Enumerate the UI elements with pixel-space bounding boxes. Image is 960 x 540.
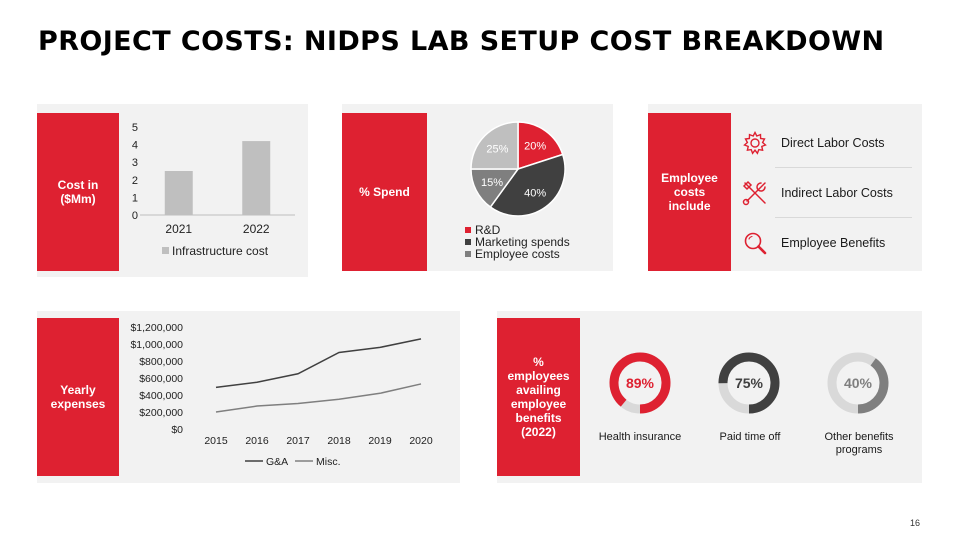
- y-tick-label: $400,000: [139, 390, 183, 402]
- x-tick-label: 2020: [409, 435, 433, 447]
- y-tick-label: 1: [132, 192, 138, 204]
- benefits-tab-label: % employees availing employee benefits (…: [497, 318, 580, 476]
- y-tick-label: $0: [171, 424, 183, 436]
- y-tick-label: 3: [132, 157, 138, 169]
- divider: [775, 217, 912, 218]
- pie-data-label: 40%: [524, 188, 546, 200]
- employee-item-benefits: Employee Benefits: [737, 228, 885, 258]
- legend-label: Misc.: [316, 456, 341, 468]
- page-title: PROJECT COSTS: NIDPS LAB SETUP COST BREA…: [38, 26, 885, 57]
- y-tick-label: 4: [132, 140, 138, 152]
- y-tick-label: $200,000: [139, 407, 183, 419]
- y-tick-label: $800,000: [139, 356, 183, 368]
- yearly-line-chart: $0 $200,000 $400,000 $600,000 $800,000 $1,000…: [130, 322, 433, 468]
- page-number: 16: [909, 518, 920, 528]
- pie-slice: [517, 121, 564, 171]
- employee-tab-label: Employee costs include: [648, 113, 731, 271]
- donut-value: 89%: [626, 375, 655, 391]
- series-line: [215, 383, 422, 413]
- legend-label: Infrastructure cost: [172, 244, 269, 258]
- employee-item-indirect: Indirect Labor Costs: [737, 178, 893, 208]
- x-tick-label: 2022: [243, 222, 270, 236]
- y-tick-label: 5: [132, 122, 138, 134]
- pie-data-label: 15%: [481, 177, 503, 189]
- legend-label: G&A: [266, 456, 288, 468]
- cost-bar-chart: 0 1 2 3 4 5 2021 2022 Infrastructure cost: [132, 122, 295, 258]
- gear-icon: [737, 128, 773, 158]
- magnifier-icon: [737, 228, 773, 258]
- spend-tab-label: % Spend: [342, 113, 427, 271]
- y-tick-label: 2: [132, 175, 138, 187]
- employee-item-label: Employee Benefits: [781, 236, 886, 250]
- x-tick-label: 2016: [245, 435, 269, 447]
- donut-value: 75%: [735, 375, 764, 391]
- bar: [242, 141, 271, 215]
- yearly-tab-label: Yearly expenses: [37, 318, 119, 476]
- x-tick-label: 2017: [286, 435, 310, 447]
- series-line: [215, 338, 422, 389]
- y-tick-label: $1,000,000: [130, 339, 183, 351]
- employee-item-direct: Direct Labor Costs: [737, 128, 885, 158]
- y-tick-label: $1,200,000: [130, 322, 183, 334]
- employee-item-label: Direct Labor Costs: [781, 136, 885, 150]
- donut-label-other: Other benefits programs: [824, 431, 894, 456]
- pie-data-label: 25%: [486, 143, 508, 155]
- divider: [775, 167, 912, 168]
- cost-tab-label: Cost in ($Mm): [37, 113, 119, 271]
- tools-icon: [737, 178, 773, 208]
- donut-value: 40%: [844, 375, 873, 391]
- legend-swatch: [465, 227, 471, 233]
- donut-label-pto: Paid time off: [719, 431, 781, 443]
- legend-swatch: [465, 251, 471, 257]
- employee-item-label: Indirect Labor Costs: [781, 186, 893, 200]
- x-tick-label: 2015: [204, 435, 228, 447]
- x-tick-label: 2019: [368, 435, 392, 447]
- pie-slice: [470, 121, 519, 170]
- legend-label: Employee costs: [475, 247, 560, 261]
- pie-data-label: 20%: [524, 140, 546, 152]
- donut-arc: [827, 352, 889, 414]
- x-tick-label: 2018: [327, 435, 351, 447]
- bar: [164, 171, 193, 215]
- y-tick-label: $600,000: [139, 373, 183, 385]
- donut-arc: [718, 352, 780, 414]
- legend-label: R&D: [475, 223, 501, 237]
- donut-label-health: Health insurance: [598, 431, 682, 443]
- benefits-donut-charts: 89% 75% 40%: [609, 352, 889, 414]
- legend-swatch: [465, 239, 471, 245]
- y-tick-label: 0: [132, 210, 138, 222]
- legend-swatch: [162, 247, 169, 254]
- donut-arc: [609, 352, 671, 414]
- x-tick-label: 2021: [165, 222, 192, 236]
- legend-label: Marketing spends: [475, 235, 570, 249]
- pie-slice: [489, 153, 566, 217]
